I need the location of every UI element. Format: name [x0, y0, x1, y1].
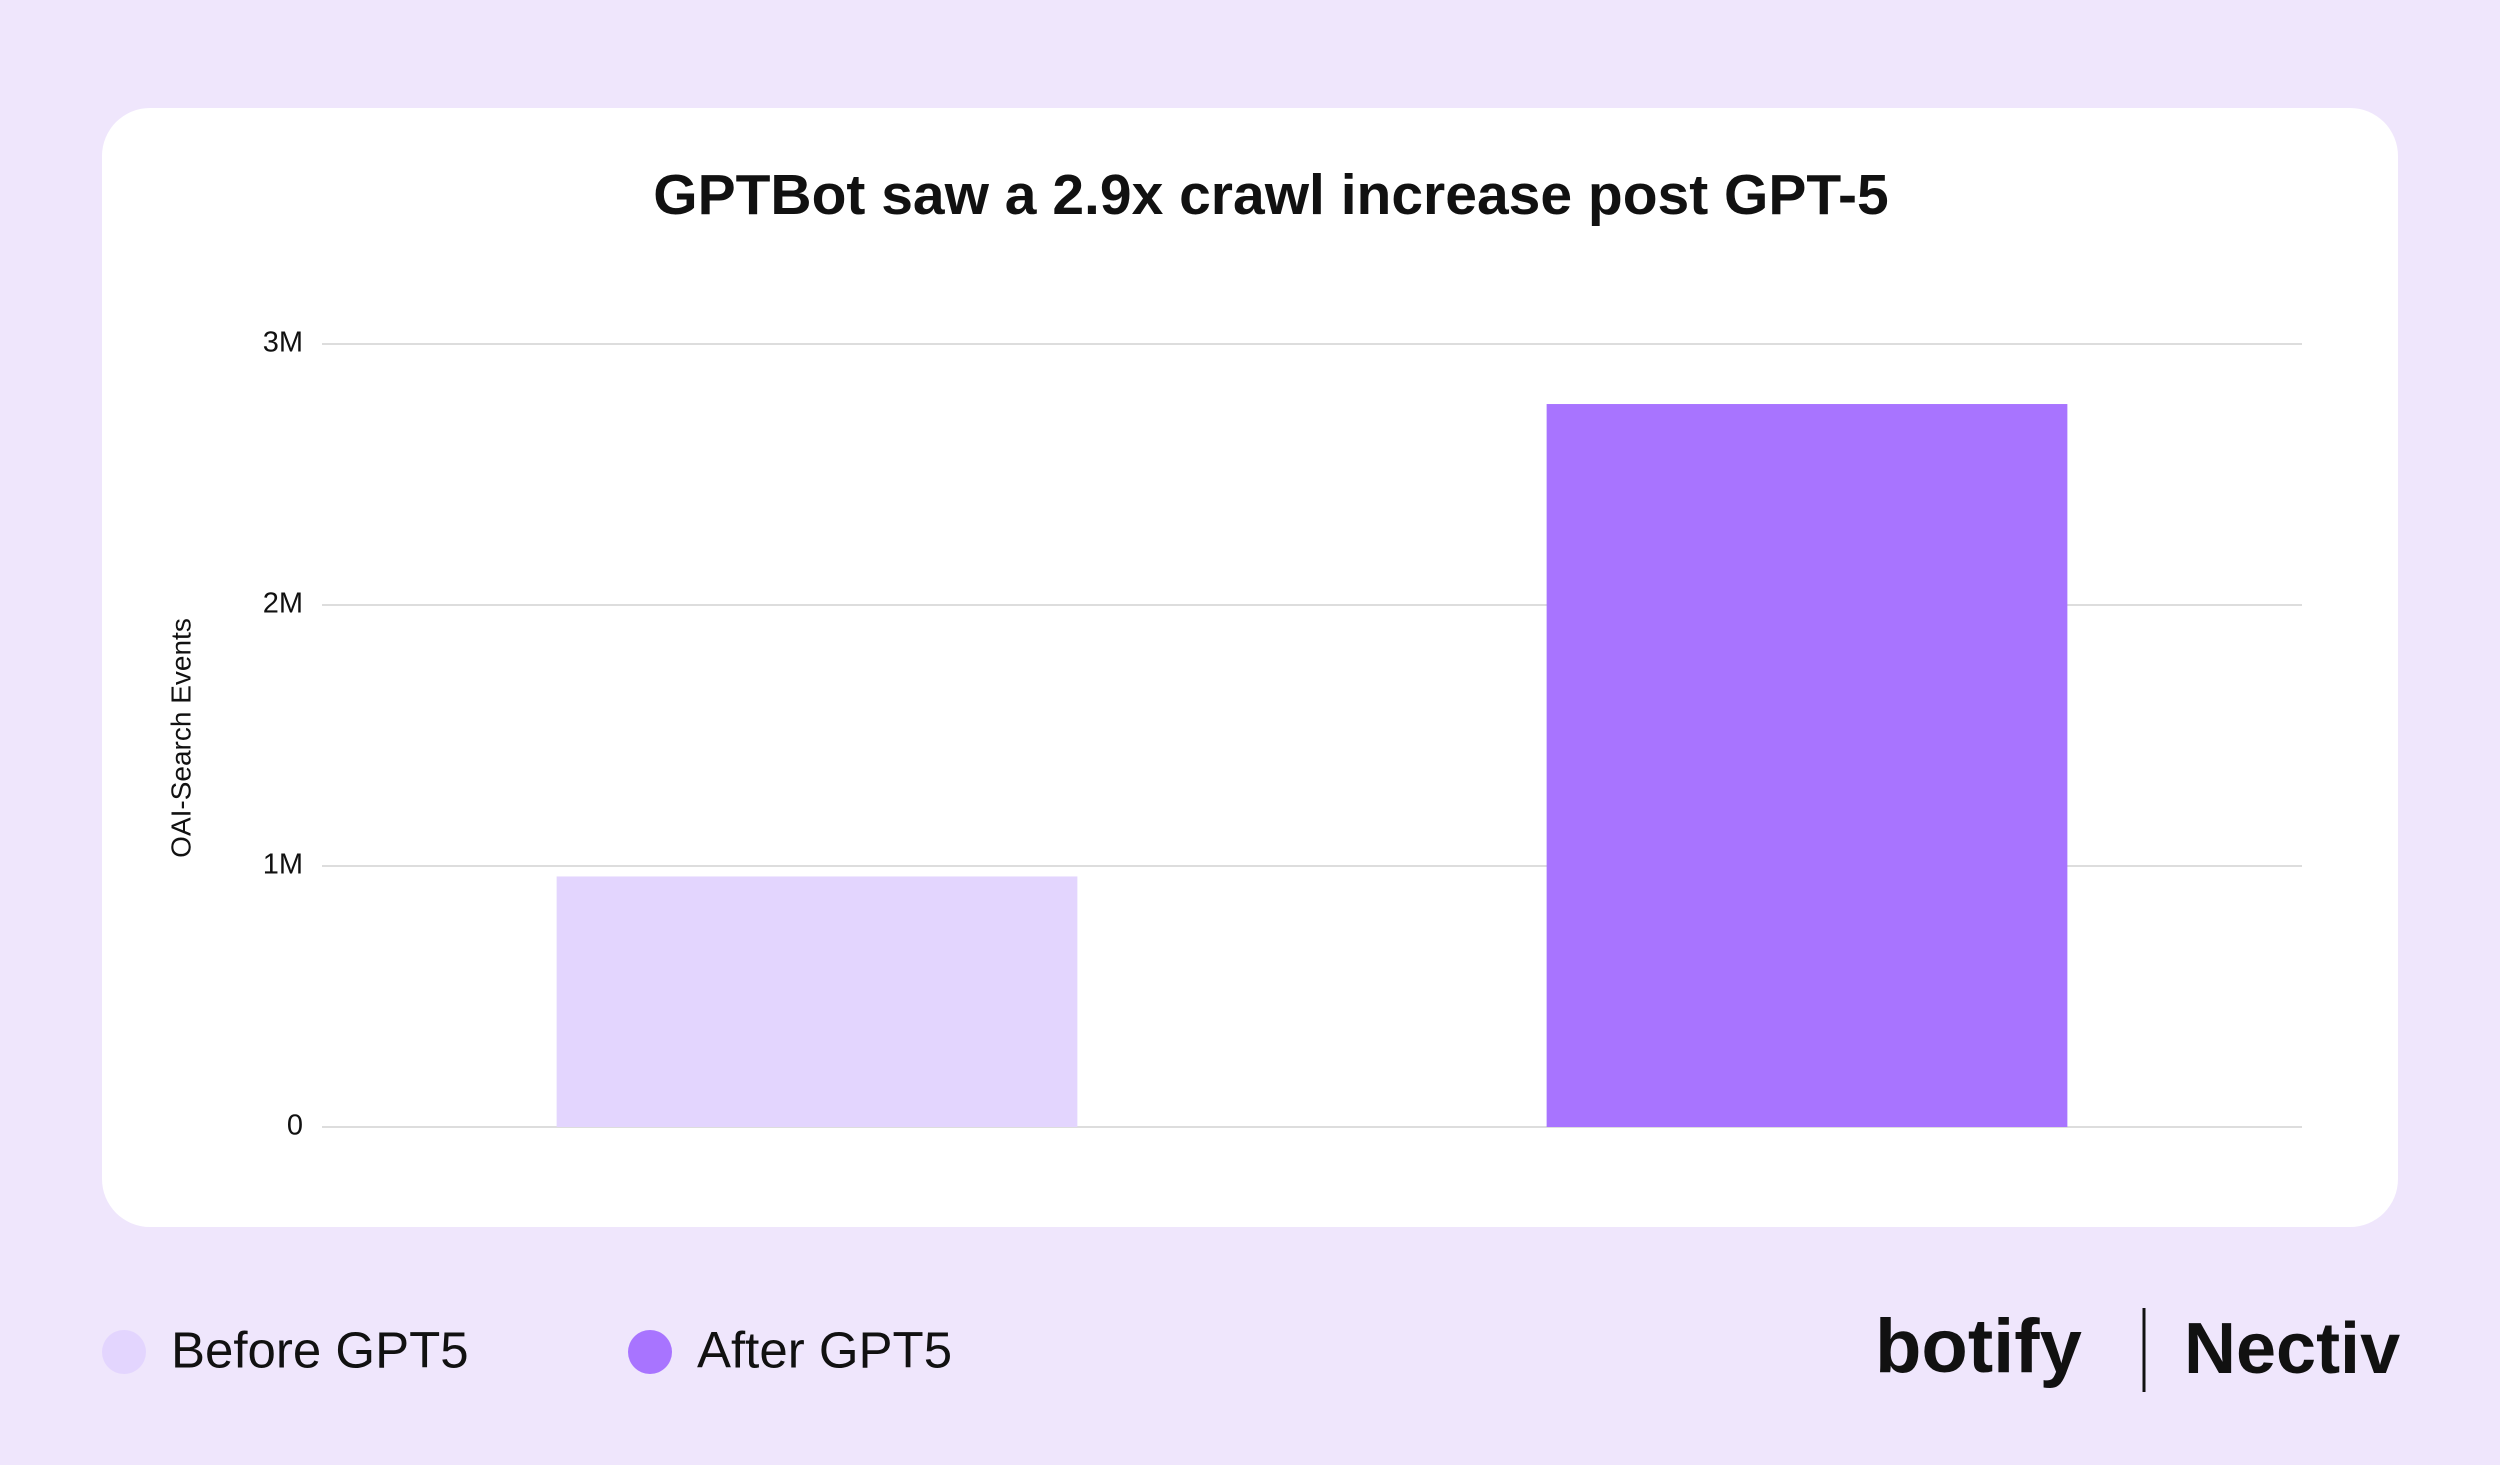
y-axis-label: OAI-Search Events	[165, 618, 196, 858]
y-tick-label: 1M	[263, 849, 303, 881]
bar	[1546, 404, 2068, 1127]
legend-swatch	[628, 1330, 672, 1374]
legend-swatch	[102, 1330, 146, 1374]
chart-title: GPTBot saw a 2.9x crawl increase post GP…	[653, 163, 1889, 227]
y-tick-label: 0	[287, 1110, 303, 1142]
y-tick-label: 3M	[263, 327, 303, 359]
y-tick-label: 2M	[263, 588, 303, 620]
bar	[556, 876, 1078, 1127]
logo: Nectiv	[2184, 1309, 2400, 1389]
legend-label: After GPT5	[697, 1321, 952, 1378]
legend-label: Before GPT5	[171, 1321, 469, 1378]
logo: botify	[1875, 1304, 2082, 1389]
